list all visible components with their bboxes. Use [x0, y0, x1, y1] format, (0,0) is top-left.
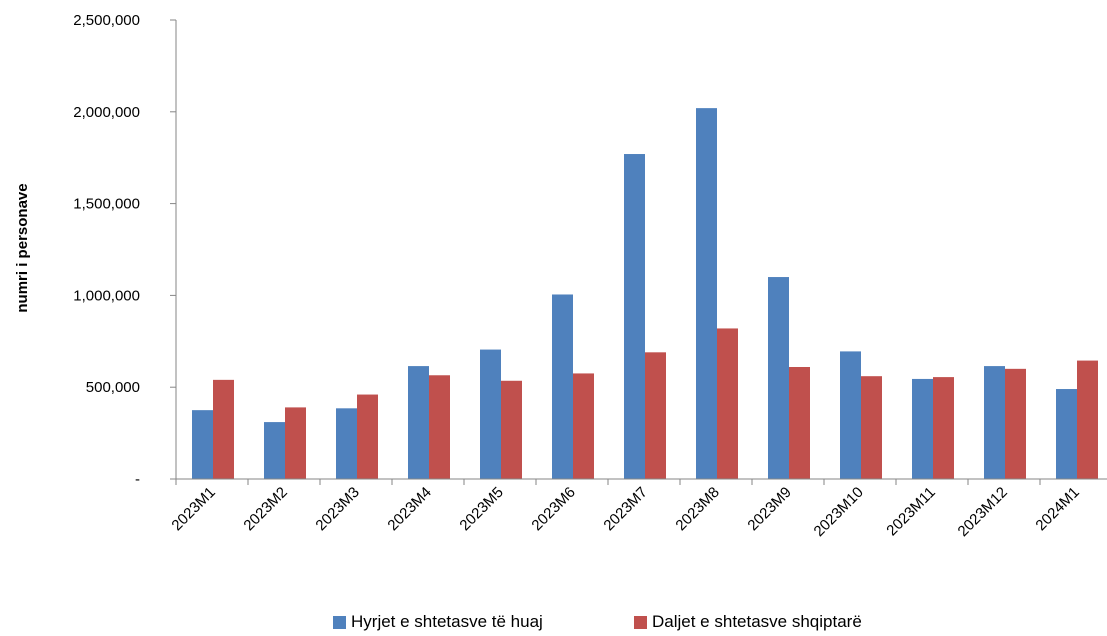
bar-daljet — [213, 379, 234, 479]
bar-hyrjet — [408, 366, 429, 479]
x-tick-label: 2023M2 — [240, 484, 290, 534]
bar-hyrjet — [264, 422, 285, 479]
bar-hyrjet — [768, 277, 789, 479]
x-tick-label: 2023M6 — [528, 484, 578, 534]
x-tick-label: 2023M5 — [456, 484, 506, 534]
y-tick-label: 500,000 — [86, 379, 140, 396]
y-axis-title: numri i personave — [14, 183, 31, 312]
legend-item-daljet: Daljet e shtetasve shqiptarë — [634, 612, 862, 632]
bar-daljet — [573, 373, 594, 479]
bar-daljet — [861, 376, 882, 479]
y-tick-label: 1,500,000 — [73, 196, 140, 213]
y-axis: - 500,000 1,000,000 1,500,000 2,000,000 2,500… — [73, 12, 177, 488]
bars — [192, 108, 1098, 480]
bar-hyrjet — [336, 408, 357, 479]
x-tick-label: 2023M9 — [744, 484, 794, 534]
y-tick-label: 2,000,000 — [73, 104, 140, 121]
legend-item-hyrjet: Hyrjet e shtetasve të huaj — [333, 612, 543, 632]
bar-hyrjet — [984, 366, 1005, 479]
x-tick-label: 2023M1 — [168, 484, 218, 534]
x-tick-label: 2023M11 — [883, 484, 938, 539]
x-tick-label: 2023M3 — [312, 484, 362, 534]
x-tick-label: 2023M7 — [600, 484, 650, 534]
legend-swatch-daljet — [634, 615, 647, 629]
legend: Hyrjet e shtetasve të huaj Daljet e shte… — [0, 612, 1107, 636]
bar-daljet — [717, 328, 738, 479]
legend-label-hyrjet: Hyrjet e shtetasve të huaj — [351, 612, 543, 631]
bar-daljet — [645, 352, 666, 479]
bar-hyrjet — [912, 378, 933, 479]
bar-daljet — [933, 377, 954, 479]
x-tick-label: 2023M10 — [811, 484, 867, 540]
y-tick-label: 2,500,000 — [73, 12, 140, 29]
x-tick-label: 2023M12 — [955, 484, 1011, 540]
y-tick-label: 1,000,000 — [73, 287, 140, 304]
x-tick-label: 2023M8 — [672, 484, 722, 534]
bar-daljet — [1077, 360, 1098, 479]
x-tick-label: 2024M1 — [1032, 484, 1082, 534]
legend-swatch-hyrjet — [333, 615, 346, 629]
bar-daljet — [357, 394, 378, 479]
y-tick-label: - — [135, 471, 140, 488]
x-tick-label: 2023M4 — [384, 484, 434, 534]
bar-daljet — [1005, 368, 1026, 479]
bar-hyrjet — [552, 294, 573, 479]
bar-hyrjet — [1056, 389, 1077, 479]
bar-hyrjet — [624, 154, 645, 479]
bar-daljet — [501, 380, 522, 479]
bar-daljet — [789, 367, 810, 479]
bar-hyrjet — [840, 351, 861, 479]
bar-daljet — [429, 375, 450, 479]
bar-hyrjet — [192, 410, 213, 479]
bar-hyrjet — [696, 108, 717, 480]
legend-label-daljet: Daljet e shtetasve shqiptarë — [652, 612, 862, 631]
bar-hyrjet — [480, 349, 501, 479]
x-axis: 2023M1 2023M2 2023M3 2023M4 2023M5 2023M6 2023… — [168, 478, 1107, 540]
bar-daljet — [285, 407, 306, 479]
